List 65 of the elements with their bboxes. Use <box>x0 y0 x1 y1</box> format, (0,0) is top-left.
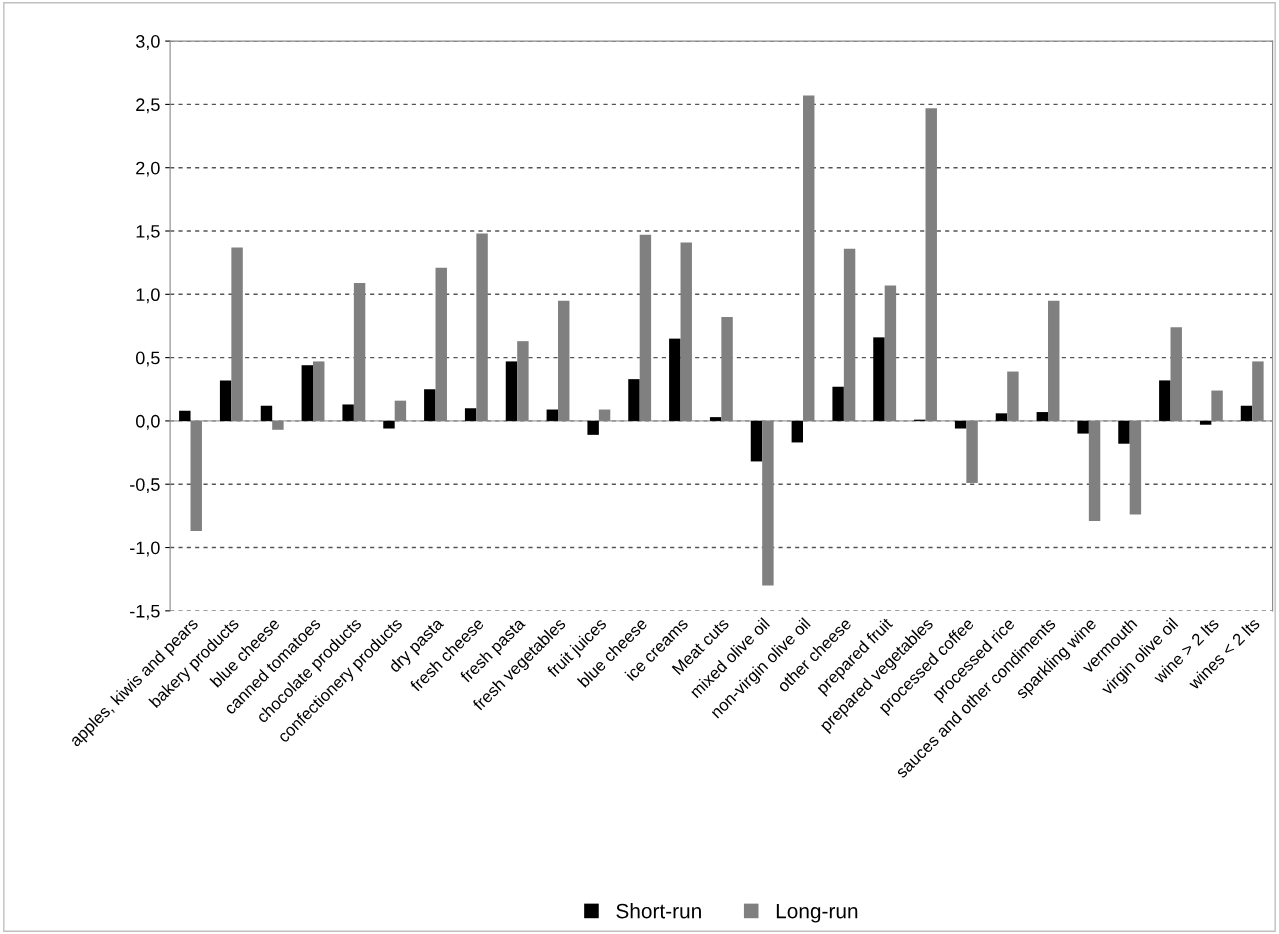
bar <box>272 420 284 430</box>
bar <box>884 285 897 421</box>
bar <box>394 400 407 421</box>
legend-label: Long-run <box>776 903 858 923</box>
bar <box>464 408 477 421</box>
bar <box>435 267 447 421</box>
bar <box>1170 327 1182 421</box>
bar <box>179 410 191 421</box>
bar <box>353 282 366 421</box>
bar <box>587 420 599 435</box>
bar <box>1036 412 1049 421</box>
y-tick-label: -0,5 <box>130 478 160 494</box>
bar <box>1048 300 1060 421</box>
y-tick-label: 2,5 <box>136 98 160 114</box>
bar <box>954 420 967 429</box>
bar <box>762 420 774 586</box>
bar <box>313 361 325 421</box>
bar <box>680 242 692 421</box>
bar <box>598 409 611 421</box>
bar <box>383 420 395 429</box>
y-tick-label: 0,5 <box>135 351 160 367</box>
bar <box>669 338 681 421</box>
bar <box>628 379 640 421</box>
bar <box>219 380 232 421</box>
y-tick-label: 2,0 <box>136 161 160 177</box>
bar <box>1088 420 1101 521</box>
bar <box>873 337 885 421</box>
bar <box>1118 420 1130 444</box>
bar <box>832 386 844 421</box>
bar <box>517 341 529 421</box>
bar <box>424 389 436 421</box>
y-tick-label: -1,0 <box>130 541 160 557</box>
bar <box>791 420 804 443</box>
bar <box>639 234 652 421</box>
bar <box>190 420 202 532</box>
bar <box>966 420 978 483</box>
bar <box>558 300 570 421</box>
bar <box>1252 361 1264 421</box>
y-tick-label: 1,5 <box>136 225 160 240</box>
bar <box>1159 380 1171 421</box>
bar <box>995 413 1008 421</box>
bar <box>476 233 488 421</box>
bar <box>1007 371 1019 421</box>
bar <box>1077 420 1089 434</box>
bar <box>721 317 733 421</box>
bar <box>843 248 856 421</box>
bar <box>803 95 815 421</box>
bar <box>301 365 314 421</box>
bar <box>709 417 722 421</box>
bar <box>750 420 763 462</box>
bar <box>1199 420 1212 425</box>
y-tick-label: 0,0 <box>135 414 160 430</box>
bar <box>342 404 354 421</box>
bar <box>1129 420 1142 515</box>
bar <box>1240 405 1253 421</box>
y-tick-label: 1,0 <box>136 288 160 304</box>
y-tick-label: -1,5 <box>130 604 160 620</box>
bar <box>505 361 518 421</box>
legend-label: Short-run <box>616 903 701 919</box>
y-tick-label: 3,0 <box>135 35 160 50</box>
bar <box>260 405 273 421</box>
bar <box>1211 390 1223 421</box>
bar <box>546 409 559 421</box>
bar <box>231 247 243 421</box>
bar <box>925 108 937 421</box>
